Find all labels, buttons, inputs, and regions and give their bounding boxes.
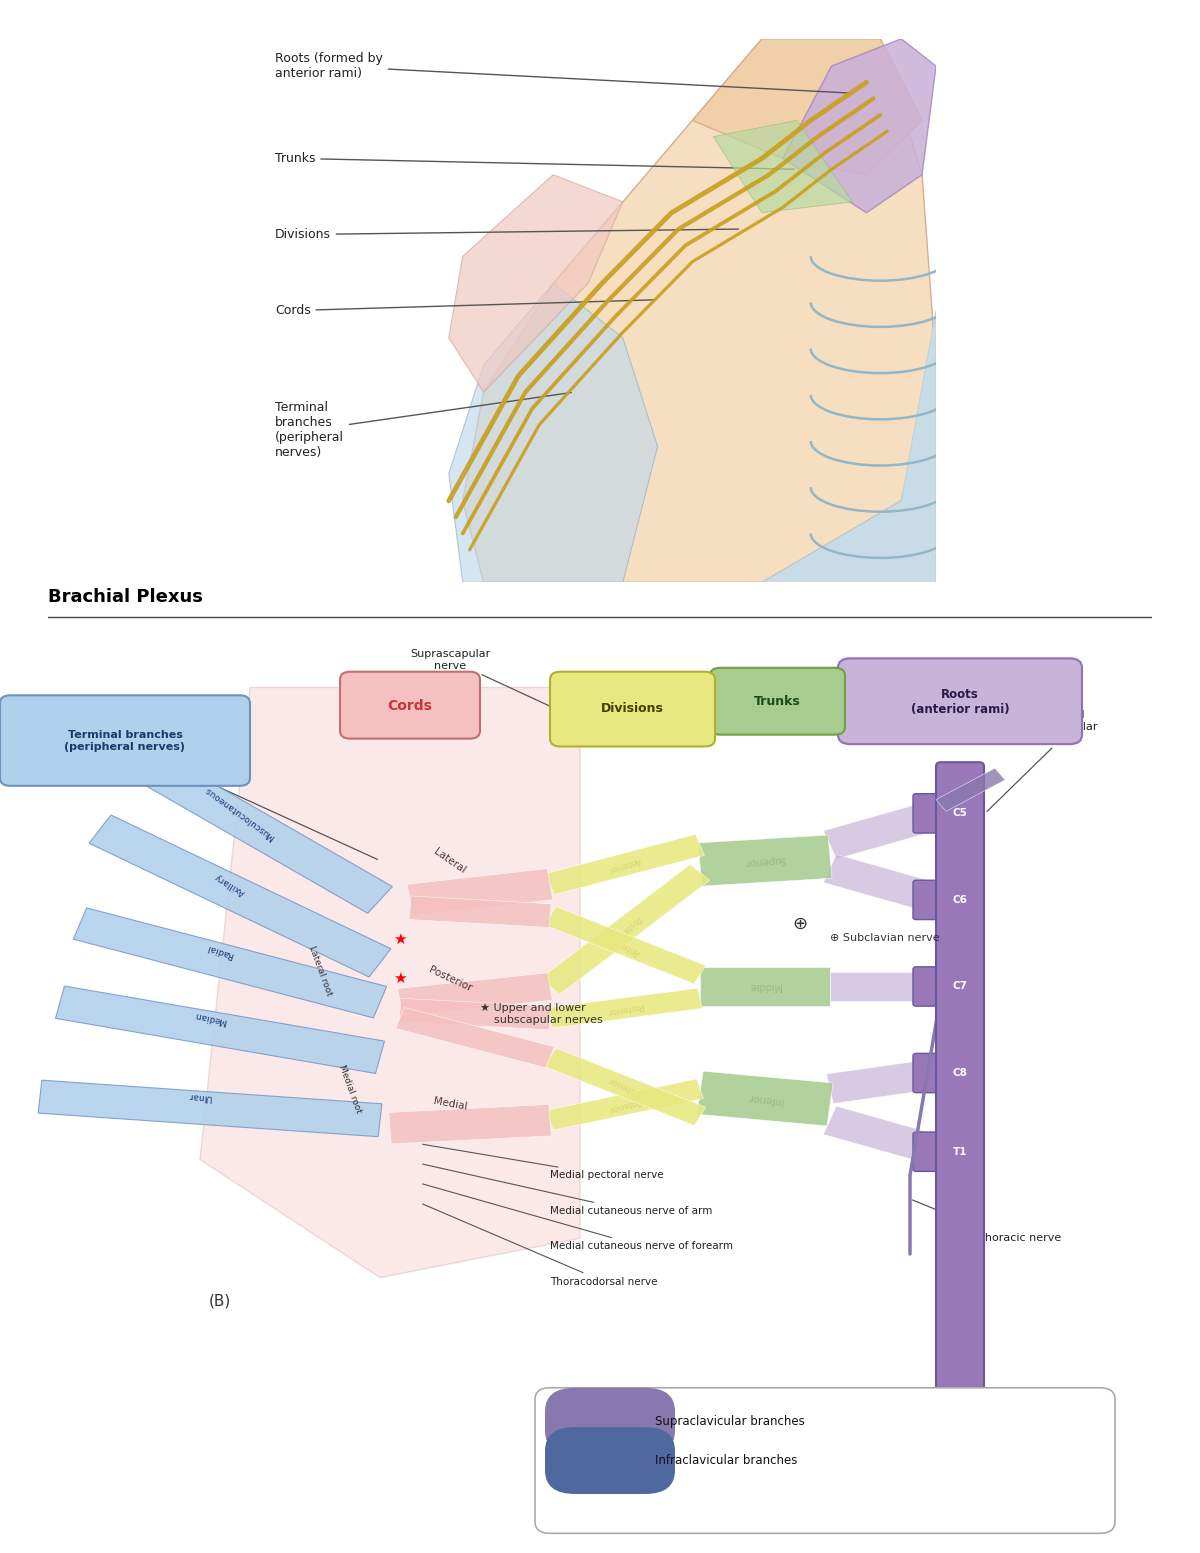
Text: Medial cutaneous nerve of arm: Medial cutaneous nerve of arm	[422, 1165, 713, 1216]
Polygon shape	[397, 972, 552, 1016]
Polygon shape	[463, 39, 936, 582]
Polygon shape	[38, 1081, 382, 1137]
Polygon shape	[396, 1008, 554, 1068]
Text: Divisions: Divisions	[275, 228, 738, 241]
Text: Median: Median	[193, 1009, 227, 1027]
Text: Middle: Middle	[749, 981, 781, 991]
Text: Ulnar: Ulnar	[187, 1092, 212, 1103]
Text: ★: ★	[394, 971, 407, 986]
Polygon shape	[823, 1106, 948, 1166]
Text: Medial pectoral nerve: Medial pectoral nerve	[422, 1145, 664, 1180]
FancyBboxPatch shape	[913, 1132, 944, 1171]
FancyBboxPatch shape	[545, 1388, 674, 1455]
Text: T1: T1	[953, 1146, 967, 1157]
Text: Supraclavicular branches: Supraclavicular branches	[655, 1415, 805, 1429]
Polygon shape	[409, 896, 551, 927]
Text: Superior: Superior	[744, 854, 786, 867]
Text: Trunks: Trunks	[754, 696, 800, 708]
Polygon shape	[73, 909, 386, 1017]
FancyBboxPatch shape	[913, 881, 944, 919]
Text: Suprascapular
nerve: Suprascapular nerve	[410, 649, 618, 738]
Text: Trunks: Trunks	[275, 152, 794, 169]
Text: Lateral
pectoral
nerve: Lateral pectoral nerve	[150, 750, 378, 859]
Text: ⊕ Subclavian nerve: ⊕ Subclavian nerve	[830, 933, 940, 943]
Polygon shape	[407, 868, 553, 915]
Text: Dorsal
scapular
nerve: Dorsal scapular nerve	[986, 710, 1098, 811]
Polygon shape	[546, 834, 704, 895]
Text: C7: C7	[953, 981, 967, 991]
Text: Posterior: Posterior	[608, 913, 642, 946]
Text: Divisions: Divisions	[600, 702, 664, 716]
FancyBboxPatch shape	[545, 1427, 674, 1494]
Polygon shape	[200, 688, 580, 1278]
Text: ⊕: ⊕	[792, 915, 808, 932]
Text: Cords: Cords	[275, 300, 655, 317]
Polygon shape	[827, 1058, 944, 1104]
Text: Roots
(anterior rami): Roots (anterior rami)	[911, 688, 1009, 716]
Text: Lateral root: Lateral root	[307, 944, 334, 997]
Polygon shape	[548, 988, 702, 1028]
Text: Anterior: Anterior	[607, 1096, 643, 1114]
FancyBboxPatch shape	[535, 1388, 1115, 1533]
Text: Medial root: Medial root	[337, 1064, 362, 1114]
Polygon shape	[936, 769, 1006, 811]
Text: C8: C8	[953, 1068, 967, 1078]
Text: Anterior: Anterior	[607, 854, 643, 874]
Polygon shape	[449, 284, 658, 582]
Text: Roots (formed by
anterior rami): Roots (formed by anterior rami)	[275, 51, 850, 93]
Text: Long thoracic nerve: Long thoracic nerve	[912, 1200, 1061, 1244]
Polygon shape	[400, 999, 551, 1030]
FancyBboxPatch shape	[710, 668, 845, 735]
FancyBboxPatch shape	[913, 794, 944, 832]
FancyBboxPatch shape	[838, 658, 1082, 744]
Text: Posterior: Posterior	[606, 1000, 644, 1016]
Text: Posterior: Posterior	[427, 964, 473, 992]
FancyBboxPatch shape	[0, 696, 250, 786]
Polygon shape	[700, 968, 830, 1006]
Polygon shape	[823, 854, 948, 915]
Text: ★ Upper and lower
    subscapular nerves: ★ Upper and lower subscapular nerves	[480, 1003, 602, 1025]
Polygon shape	[449, 175, 623, 391]
Text: Medial cutaneous nerve of forearm: Medial cutaneous nerve of forearm	[422, 1183, 733, 1252]
Polygon shape	[830, 972, 941, 1002]
Text: Infraclavicular branches: Infraclavicular branches	[655, 1455, 797, 1468]
Polygon shape	[697, 1072, 833, 1126]
Text: Radial: Radial	[205, 943, 235, 960]
Polygon shape	[782, 39, 936, 213]
Polygon shape	[389, 1104, 551, 1145]
Polygon shape	[544, 907, 706, 983]
Text: Medial: Medial	[432, 1096, 468, 1112]
Text: Musculocutaneous: Musculocutaneous	[203, 784, 277, 842]
Text: Thoracodorsal nerve: Thoracodorsal nerve	[422, 1204, 658, 1286]
Text: Brachial Plexus: Brachial Plexus	[48, 589, 203, 606]
Text: Axillary: Axillary	[214, 871, 247, 896]
Polygon shape	[89, 815, 391, 977]
FancyBboxPatch shape	[550, 672, 715, 747]
FancyBboxPatch shape	[913, 968, 944, 1006]
Polygon shape	[547, 1079, 703, 1131]
Text: Lateral: Lateral	[432, 846, 468, 874]
FancyBboxPatch shape	[936, 763, 984, 1399]
Text: Inferior: Inferior	[746, 1092, 784, 1106]
FancyBboxPatch shape	[340, 672, 480, 739]
Polygon shape	[762, 311, 936, 582]
Polygon shape	[540, 865, 709, 994]
Text: ★: ★	[394, 932, 407, 947]
Text: C5: C5	[953, 809, 967, 818]
Text: Posterior: Posterior	[606, 1075, 643, 1100]
Polygon shape	[713, 121, 852, 213]
Text: Terminal branches
(peripheral nerves): Terminal branches (peripheral nerves)	[65, 730, 186, 752]
FancyBboxPatch shape	[913, 1053, 944, 1093]
Text: Cords: Cords	[388, 699, 432, 713]
Text: Anterior: Anterior	[607, 933, 642, 957]
Polygon shape	[823, 800, 948, 859]
Text: (B): (B)	[209, 1294, 232, 1309]
Polygon shape	[108, 738, 392, 913]
Text: Terminal
branches
(peripheral
nerves): Terminal branches (peripheral nerves)	[275, 393, 571, 460]
Polygon shape	[692, 39, 922, 175]
Polygon shape	[55, 986, 384, 1073]
Polygon shape	[544, 1048, 706, 1126]
Text: C6: C6	[953, 895, 967, 905]
Polygon shape	[698, 836, 832, 887]
